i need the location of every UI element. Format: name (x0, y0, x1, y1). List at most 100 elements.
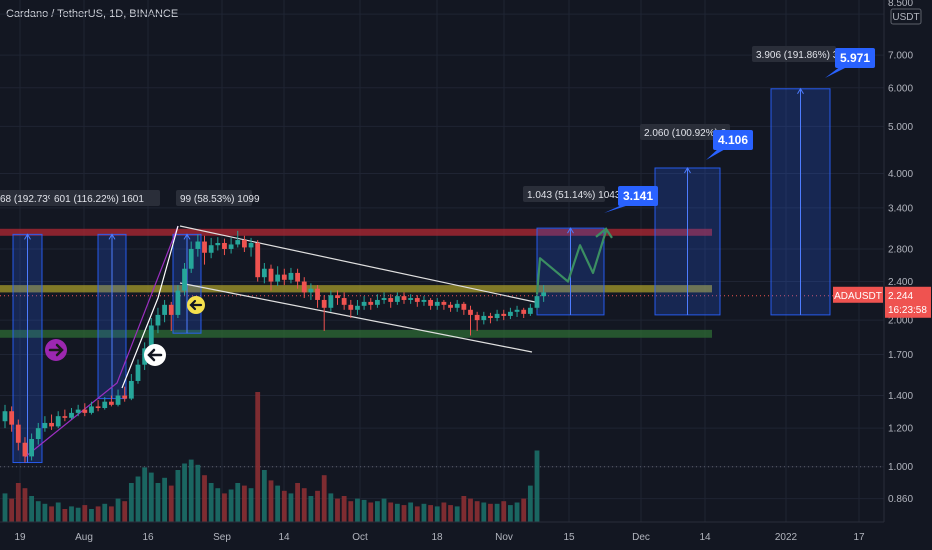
price-tick-label: 1.700 (888, 350, 913, 361)
price-axis: 7.000 6.000 5.000 4.000 3.400 2.800 2.400 2.000… (833, 0, 932, 550)
volume-bar (95, 506, 101, 522)
price-tag (885, 286, 931, 318)
volume-bar (468, 498, 473, 522)
candle-body (202, 241, 207, 253)
candle-body (155, 314, 161, 326)
price-tick-label: 1.000 (888, 462, 913, 473)
time-axis: 19 Aug 16 Sep 14 Oct 18 Nov 15 Dec 14 2022 17 (0, 521, 932, 550)
target-value: 4.106 (718, 133, 748, 147)
candle-body (368, 301, 374, 305)
impulse-line (24, 225, 179, 458)
measure-label: 3.906 (191.86%) 39 (756, 50, 844, 61)
grid (0, 0, 884, 522)
candle-body (434, 301, 440, 306)
volume-bar (75, 507, 81, 522)
currency-label: USDT (892, 12, 919, 23)
currency-box (890, 8, 922, 25)
candle-body (468, 309, 473, 315)
price-tick-label: 6.000 (888, 83, 913, 94)
candle-body (242, 240, 247, 248)
candle-body (69, 412, 74, 418)
target-value: 5.971 (840, 51, 870, 65)
volume-bars (2, 392, 540, 522)
volume-bar (341, 496, 347, 522)
price-tick-label: 1.200 (888, 424, 913, 435)
price-tick-label: 4.000 (888, 169, 913, 180)
volume-bar (494, 503, 500, 522)
volume-bar (375, 501, 380, 522)
candle-body (148, 325, 154, 349)
volume-bar (35, 501, 41, 522)
projected-path (535, 230, 608, 295)
candle-body (348, 304, 354, 310)
volume-bar (534, 450, 540, 522)
volume-bar (308, 496, 314, 522)
volume-bar (248, 488, 254, 522)
candle-body (541, 292, 547, 297)
candle-body (29, 439, 34, 457)
volume-bar (388, 502, 394, 522)
candle-body (82, 409, 88, 413)
volume-bar (29, 496, 34, 522)
measure-arrow-head (183, 233, 191, 240)
volume-bar (401, 505, 407, 522)
candle-body (168, 304, 174, 315)
mid-zone (0, 285, 712, 293)
time-axis-bg (0, 522, 932, 550)
volume-bar (301, 488, 307, 522)
price-axis-bg (884, 0, 932, 550)
candle-body (394, 296, 400, 302)
volume-bar (448, 505, 453, 522)
volume-bar (89, 509, 94, 522)
volume-bar (142, 467, 148, 522)
target-tag (713, 130, 753, 150)
candle-body (521, 309, 527, 314)
candle-body (508, 311, 513, 316)
resistance-zone (0, 228, 712, 236)
volume-bar (122, 501, 128, 522)
volume-bar (335, 498, 340, 522)
time-tick-label: Oct (352, 532, 368, 543)
time-tick-label: 16 (142, 532, 154, 543)
candle-body (268, 268, 274, 282)
candle-body (514, 309, 520, 312)
candle-body (341, 298, 347, 305)
price-tick-label: 5.000 (888, 122, 913, 133)
candle-body (461, 303, 467, 310)
price-tick-label: 8.500 (888, 0, 913, 9)
candlesticks (2, 230, 547, 463)
measure-label: 68 (192.73%) 1968 (0, 194, 86, 205)
time-tick-label: 14 (699, 532, 711, 543)
price-tick-label: 2.800 (888, 244, 913, 255)
measure-arrow-head (108, 233, 116, 240)
volume-bar (109, 506, 114, 522)
candle-body (122, 395, 128, 399)
candle-body (102, 401, 108, 409)
price-tick-label: 2.400 (888, 277, 913, 288)
candle-body (49, 422, 54, 427)
price-tick-label: 1.400 (888, 391, 913, 402)
volume-bar (135, 476, 141, 522)
volume-bar (175, 470, 181, 522)
candle-body (35, 428, 41, 440)
white-arrow-glyph (147, 348, 163, 362)
volume-bar (42, 503, 48, 522)
candle-body (335, 295, 340, 299)
volume-bar (188, 459, 194, 522)
volume-bar (414, 506, 420, 522)
candle-body (428, 299, 433, 306)
candle-body (135, 364, 141, 381)
volume-bar (527, 485, 533, 522)
candle-body (2, 411, 8, 422)
candle-body (281, 274, 287, 280)
candle-body (222, 242, 227, 249)
candle-body (321, 299, 327, 308)
candle-body (288, 272, 294, 280)
candle-body (215, 242, 221, 246)
candle-body (315, 288, 320, 300)
volume-bar (2, 493, 8, 522)
candle-body (95, 406, 101, 409)
volume-bar (168, 485, 174, 522)
candle-body (448, 304, 453, 308)
